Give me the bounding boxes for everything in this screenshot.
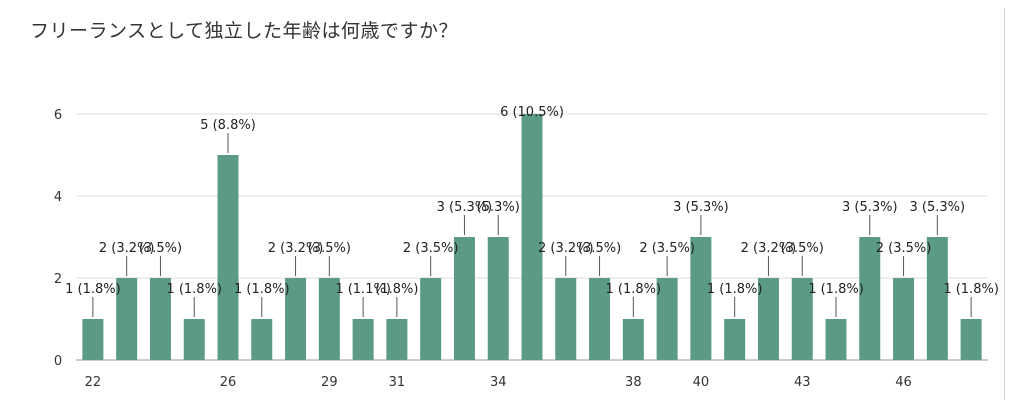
frame-right-edge: [1004, 8, 1005, 400]
data-label: 1 (1.1%): [335, 282, 391, 297]
bar: [926, 237, 948, 360]
bar: [251, 319, 273, 360]
y-tick-label: 6: [54, 108, 62, 123]
data-label: 6 (10.5%): [500, 105, 564, 120]
data-label: 3 (5.3%): [910, 200, 966, 215]
bar: [724, 319, 746, 360]
bar: [420, 278, 442, 360]
x-tick-label: 40: [693, 375, 710, 390]
data-label: 1 (1.8%): [808, 282, 864, 297]
chart-title: フリーランスとして独立した年齢は何歳ですか？: [30, 20, 459, 42]
x-tick-label: 46: [895, 375, 912, 390]
bar: [285, 278, 307, 360]
bar: [757, 278, 779, 360]
data-label: (1.8%): [375, 282, 418, 297]
bar: [217, 155, 239, 360]
bar: [589, 278, 611, 360]
data-label: (3.5%): [308, 241, 351, 256]
data-label: 1 (1.8%): [606, 282, 662, 297]
x-tick-label: 34: [490, 375, 507, 390]
data-label: 2 (3.2%): [268, 241, 324, 256]
bar: [149, 278, 171, 360]
data-label: 1 (1.8%): [943, 282, 999, 297]
bar: [859, 237, 881, 360]
bar: [960, 319, 982, 360]
bar: [183, 319, 205, 360]
x-tick-label: 38: [625, 375, 642, 390]
bar: [487, 237, 509, 360]
data-label: 3 (5.3%): [673, 200, 729, 215]
bar: [656, 278, 678, 360]
bar: [690, 237, 712, 360]
data-label: 5 (8.8%): [200, 118, 256, 133]
bar: [825, 319, 847, 360]
data-label: (3.5%): [578, 241, 621, 256]
data-label: 1 (1.8%): [707, 282, 763, 297]
bar: [352, 319, 374, 360]
data-label: 2 (3.5%): [403, 241, 459, 256]
x-tick-label: 22: [85, 375, 102, 390]
bar: [453, 237, 475, 360]
x-tick-label: 26: [220, 375, 237, 390]
data-label: 3 (5.3%): [842, 200, 898, 215]
data-label: 1 (1.8%): [234, 282, 290, 297]
data-label: 2 (3.2%): [538, 241, 594, 256]
data-label: 2 (3.5%): [876, 241, 932, 256]
x-tick-label: 29: [321, 375, 338, 390]
bar: [82, 319, 104, 360]
data-label: (5.3%): [477, 200, 520, 215]
bar: [318, 278, 340, 360]
bar: [386, 319, 408, 360]
y-tick-label: 2: [54, 272, 62, 287]
y-tick-label: 0: [54, 354, 62, 369]
data-label: (3.5%): [139, 241, 182, 256]
bar: [555, 278, 577, 360]
y-tick-label: 4: [54, 190, 62, 205]
data-label: 1 (1.8%): [166, 282, 222, 297]
bar: [116, 278, 138, 360]
data-label: 1 (1.8%): [65, 282, 121, 297]
data-label: (3.5%): [781, 241, 824, 256]
bar: [622, 319, 644, 360]
data-label: 3 (5.3%): [437, 200, 493, 215]
bar: [893, 278, 915, 360]
data-label: 2 (3.5%): [639, 241, 695, 256]
bar: [791, 278, 813, 360]
x-tick-label: 43: [794, 375, 811, 390]
x-tick-label: 31: [389, 375, 406, 390]
bar: [521, 114, 543, 360]
data-label: 2 (3.2%): [741, 241, 797, 256]
data-label: 2 (3.2%): [99, 241, 155, 256]
